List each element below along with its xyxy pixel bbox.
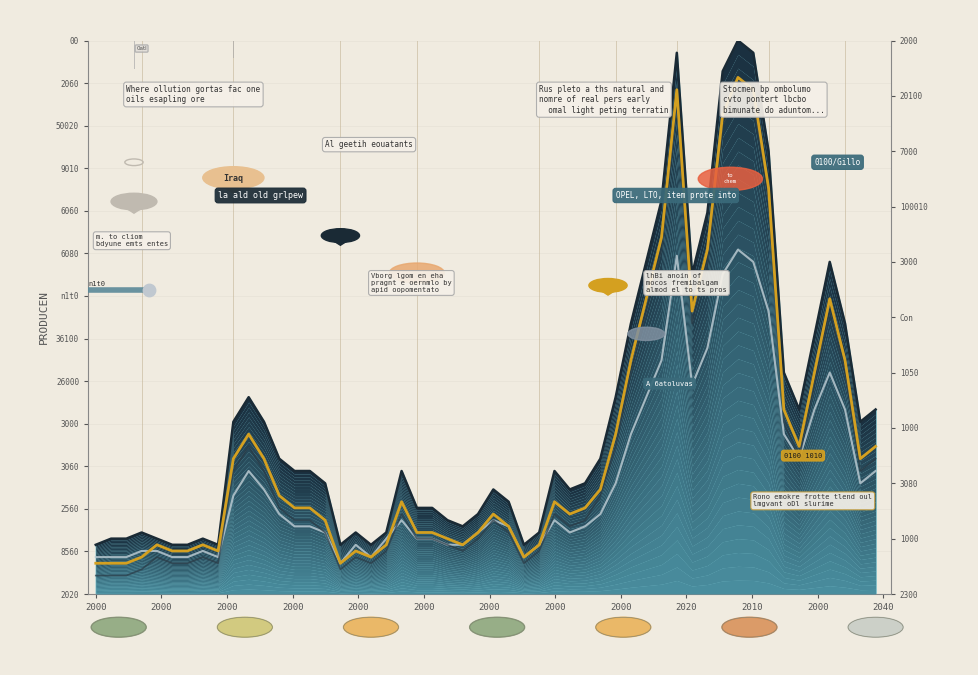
Y-axis label: PRODUCEN: PRODUCEN xyxy=(39,290,49,344)
Text: OPEL, LTO, item prote into: OPEL, LTO, item prote into xyxy=(615,191,735,200)
Circle shape xyxy=(627,327,664,340)
Point xyxy=(141,284,156,295)
Circle shape xyxy=(343,617,398,637)
Circle shape xyxy=(469,617,524,637)
Text: A 6atoluvas: A 6atoluvas xyxy=(645,381,692,387)
Circle shape xyxy=(589,279,627,292)
Text: la ald old grlpew: la ald old grlpew xyxy=(218,191,303,200)
Text: n1t0: n1t0 xyxy=(89,281,106,287)
Circle shape xyxy=(111,193,156,210)
Text: Vborg lgom en eha
pragnt e oernmlo by
apid oopomentato: Vborg lgom en eha pragnt e oernmlo by ap… xyxy=(371,273,451,293)
Text: Al geetih eouatants: Al geetih eouatants xyxy=(325,140,413,149)
PathPatch shape xyxy=(121,205,147,213)
Text: Iraq: Iraq xyxy=(223,174,244,184)
Text: lhBi anoin of
mocos fremibalgam
almod el to ts pros: lhBi anoin of mocos fremibalgam almod el… xyxy=(645,273,727,293)
Text: 0100 1010: 0100 1010 xyxy=(783,453,822,458)
Circle shape xyxy=(321,229,359,242)
Text: Stocmen bp ombolumo
cvto pontert lbcbo
bimunate do aduntom...: Stocmen bp ombolumo cvto pontert lbcbo b… xyxy=(722,85,823,115)
PathPatch shape xyxy=(597,288,618,295)
Text: prevdovimba
mmgvant odl slurime: prevdovimba mmgvant odl slurime xyxy=(0,674,1,675)
Circle shape xyxy=(91,617,146,637)
Text: Where ollution gortas fac one
oils esapling ore: Where ollution gortas fac one oils esapl… xyxy=(126,85,260,104)
Circle shape xyxy=(721,617,777,637)
Text: m. to cliom
bdyune emts entes: m. to cliom bdyune emts entes xyxy=(96,234,168,247)
Text: 0atl: 0atl xyxy=(136,46,147,51)
Text: to
chem: to chem xyxy=(723,173,736,184)
Circle shape xyxy=(847,617,902,637)
Circle shape xyxy=(596,617,650,637)
Circle shape xyxy=(217,617,272,637)
Text: Rono emokre frotte tlend oul
lmgvant oDl slurime: Rono emokre frotte tlend oul lmgvant oDl… xyxy=(752,494,871,508)
Circle shape xyxy=(202,167,264,189)
Text: 0100/Gillo: 0100/Gillo xyxy=(814,158,860,167)
Circle shape xyxy=(697,167,762,190)
PathPatch shape xyxy=(330,238,351,245)
PathPatch shape xyxy=(216,182,250,193)
Text: Rus pleto a ths natural and
nomre of real pers early
  omal light peting terrati: Rus pleto a ths natural and nomre of rea… xyxy=(539,85,668,115)
Circle shape xyxy=(389,263,444,283)
